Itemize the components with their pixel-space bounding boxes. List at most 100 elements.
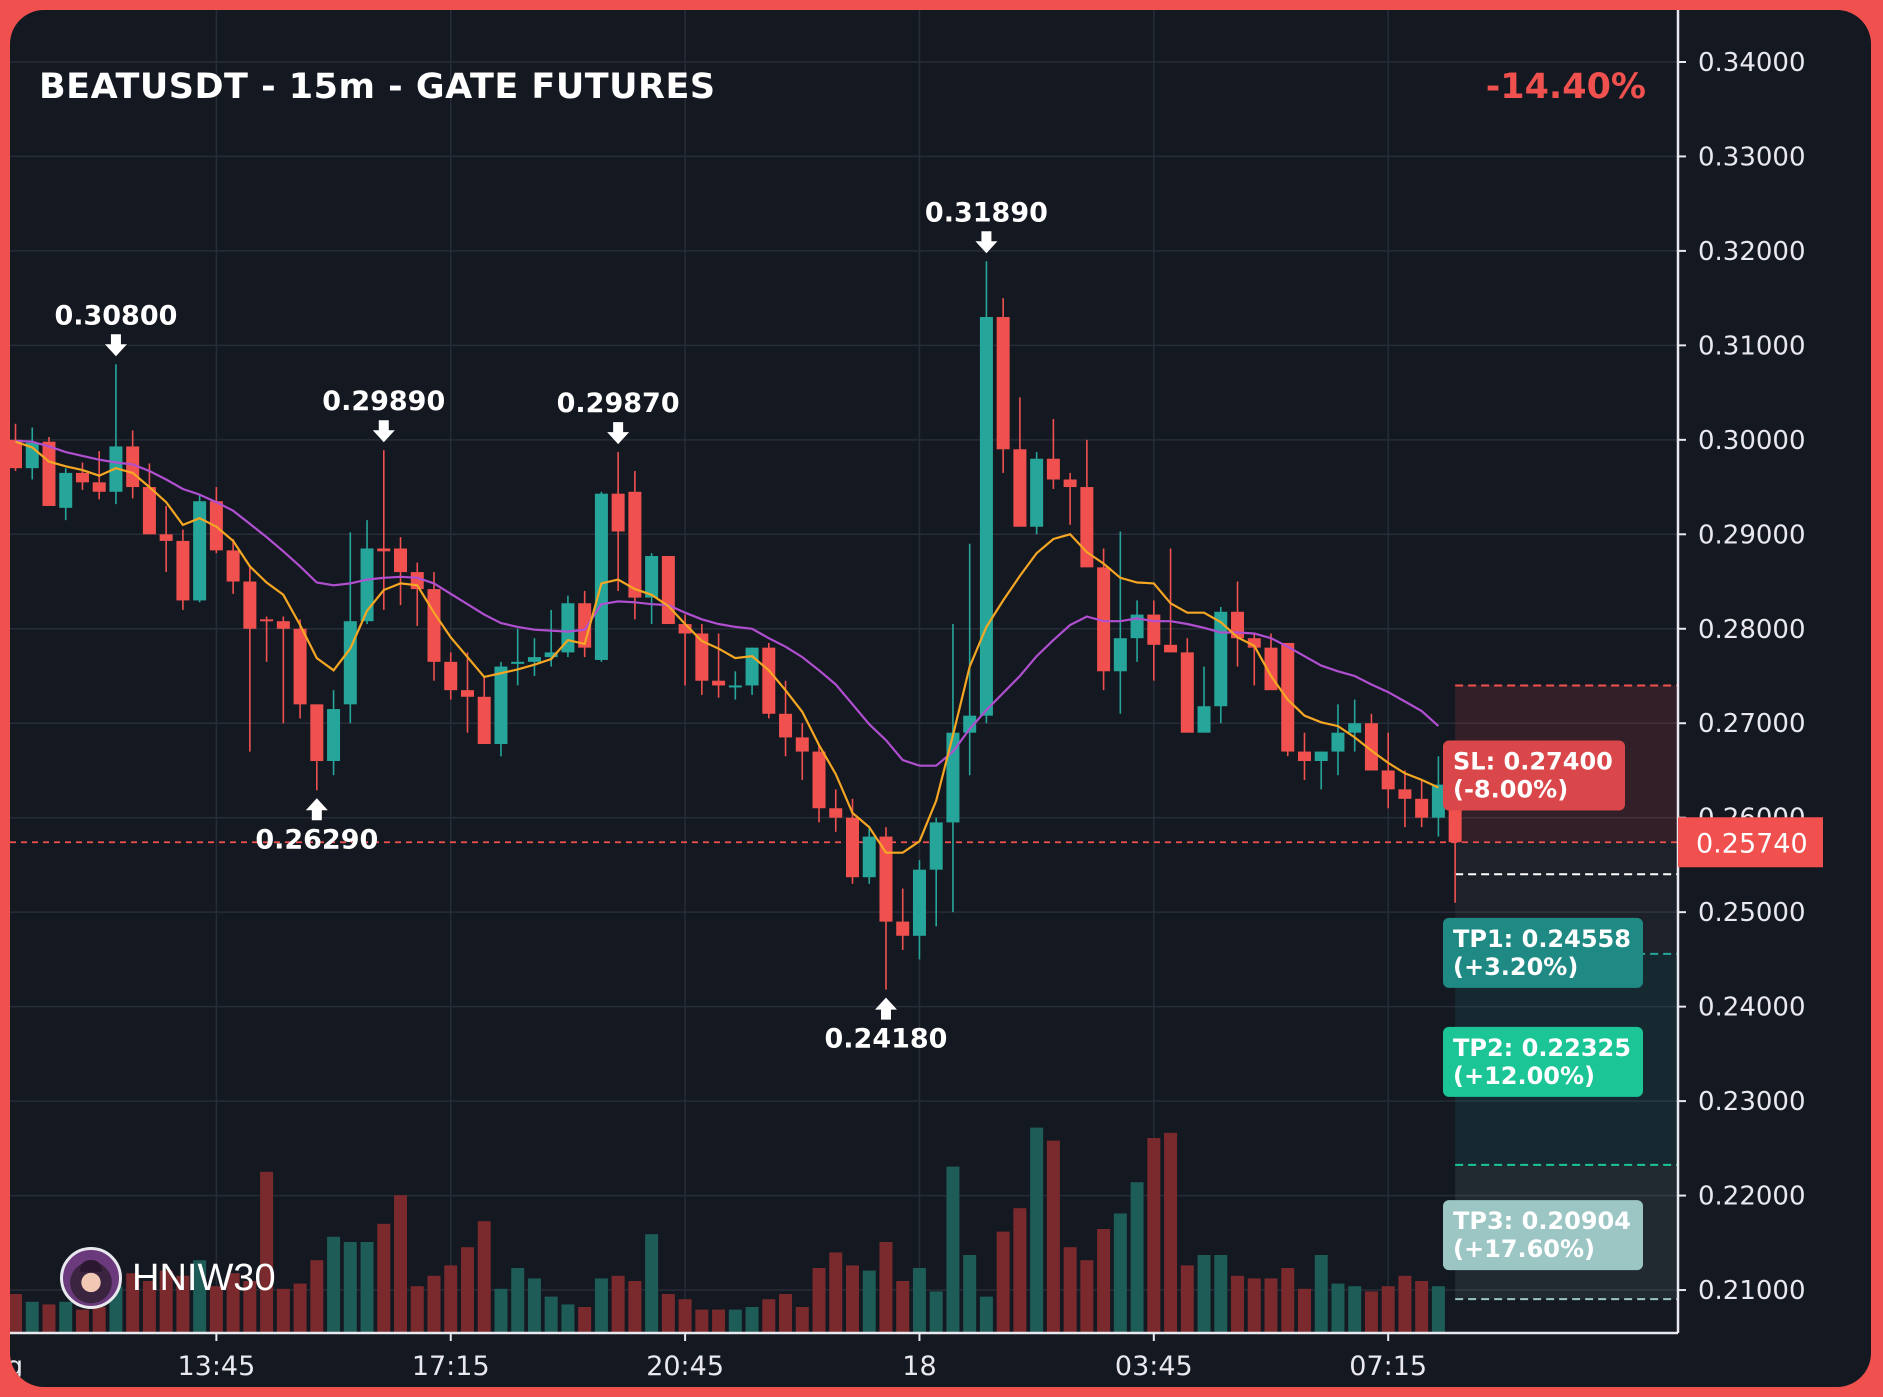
arrow-down-icon <box>975 231 998 254</box>
price-tick-label: 0.33000 <box>1698 142 1806 172</box>
candle-body <box>1415 798 1429 818</box>
pivot-low: 0.26290 <box>255 798 378 855</box>
volume-bar <box>829 1252 843 1333</box>
candle <box>226 539 240 594</box>
pivot-labels: 0.30800 0.29890 0.29870 0.31890 0.26290 0.241… <box>54 197 1047 1054</box>
sl-label: SL: 0.27400 <box>1453 747 1613 775</box>
last-price-label: 0.25740 <box>1696 828 1808 859</box>
candle-body <box>929 822 943 870</box>
volume-bar <box>594 1278 608 1333</box>
volume-bar <box>611 1275 625 1333</box>
volume-bar <box>795 1307 809 1333</box>
candle-body <box>494 666 508 745</box>
volume-bar <box>243 1281 257 1333</box>
candle-body <box>695 633 709 681</box>
candle-body <box>1431 784 1445 818</box>
volume-bar <box>1080 1260 1094 1333</box>
candle-body <box>260 619 274 622</box>
tp3-label: TP3: 0.20904 <box>1453 1207 1631 1235</box>
candle <box>109 364 123 505</box>
volume-bar <box>75 1309 89 1333</box>
candle-body <box>1247 638 1261 648</box>
candle <box>1314 751 1328 790</box>
candle <box>1113 531 1127 714</box>
volume-bar <box>1247 1278 1261 1333</box>
candle <box>176 529 190 610</box>
candle <box>477 676 491 745</box>
candle <box>929 817 943 927</box>
time-axis: g 13:45 17:15 20:45 18 03:45 07:15 <box>10 1331 1678 1382</box>
candle <box>527 638 541 676</box>
time-tick-label: 07:15 <box>1349 1351 1427 1382</box>
candle <box>59 468 73 521</box>
volume-bar <box>92 1307 106 1333</box>
pivot-high-label: 0.29870 <box>557 388 680 419</box>
candle <box>1281 642 1295 757</box>
price-tick-label: 0.27000 <box>1698 709 1806 739</box>
candle <box>896 888 910 950</box>
candle <box>10 423 22 472</box>
candle <box>862 827 876 884</box>
candle-body <box>327 709 341 762</box>
volume-bar <box>427 1275 441 1333</box>
time-tick-label: 13:45 <box>177 1351 255 1382</box>
candle-body <box>75 472 89 483</box>
candle <box>912 860 926 960</box>
volume-bar <box>728 1309 742 1333</box>
arrow-down-icon <box>607 422 630 445</box>
candle <box>1364 713 1378 771</box>
volume-bars <box>10 1127 1445 1333</box>
candle-body <box>1013 449 1027 527</box>
volume-bar <box>126 1273 140 1333</box>
sl-box: SL: 0.27400(-8.00%) <box>1443 740 1625 811</box>
volume-bar <box>1147 1138 1161 1333</box>
chart-title: BEATUSDT - 15m - GATE FUTURES <box>39 67 716 107</box>
candle-body <box>527 657 541 662</box>
candle <box>193 494 207 603</box>
tp1-percent: (+3.20%) <box>1453 953 1578 981</box>
candle <box>1431 756 1445 837</box>
volume-bar <box>527 1278 541 1333</box>
pivot-low-label: 0.26290 <box>255 824 378 855</box>
candle <box>327 690 341 776</box>
volume-bar <box>142 1281 156 1333</box>
candle <box>879 827 893 990</box>
candle-body <box>762 647 776 714</box>
volume-bar <box>176 1275 190 1333</box>
arrow-up-icon <box>874 997 897 1020</box>
tp2-box-bg <box>1443 1026 1643 1097</box>
volume-bar <box>360 1242 374 1333</box>
candle-body <box>1331 732 1345 752</box>
time-tick-label: 18 <box>902 1351 936 1382</box>
candle-body <box>745 647 759 686</box>
candle-body <box>912 869 926 936</box>
arrow-up-icon <box>305 798 328 821</box>
volume-bar <box>260 1171 274 1333</box>
candle <box>561 595 575 658</box>
slow-moving-average-line <box>15 439 1440 767</box>
candle-body <box>996 317 1010 450</box>
candle-body <box>1046 458 1060 480</box>
candle-body <box>360 548 374 622</box>
candle-body <box>1364 723 1378 771</box>
price-tick-label: 0.21000 <box>1698 1276 1806 1306</box>
candle <box>795 723 809 780</box>
candle-body <box>92 482 106 492</box>
candlestick-chart[interactable]: 0.30800 0.29890 0.29870 0.31890 0.26290 0.241… <box>10 10 1871 1387</box>
candle <box>762 642 776 719</box>
candle-body <box>1030 458 1044 527</box>
candle-body <box>343 621 357 705</box>
volume-bar <box>343 1242 357 1333</box>
candle-body <box>628 491 642 598</box>
candle-body <box>712 680 726 686</box>
candle-body <box>979 317 993 716</box>
candle-body <box>779 713 793 738</box>
volume-bar <box>1364 1291 1378 1333</box>
candle-body <box>661 556 675 625</box>
candle <box>377 450 391 610</box>
candle-body <box>879 836 893 922</box>
volume-bar <box>25 1301 39 1333</box>
candle-body <box>159 534 173 541</box>
candle-body <box>1197 706 1211 733</box>
candle <box>812 744 826 823</box>
